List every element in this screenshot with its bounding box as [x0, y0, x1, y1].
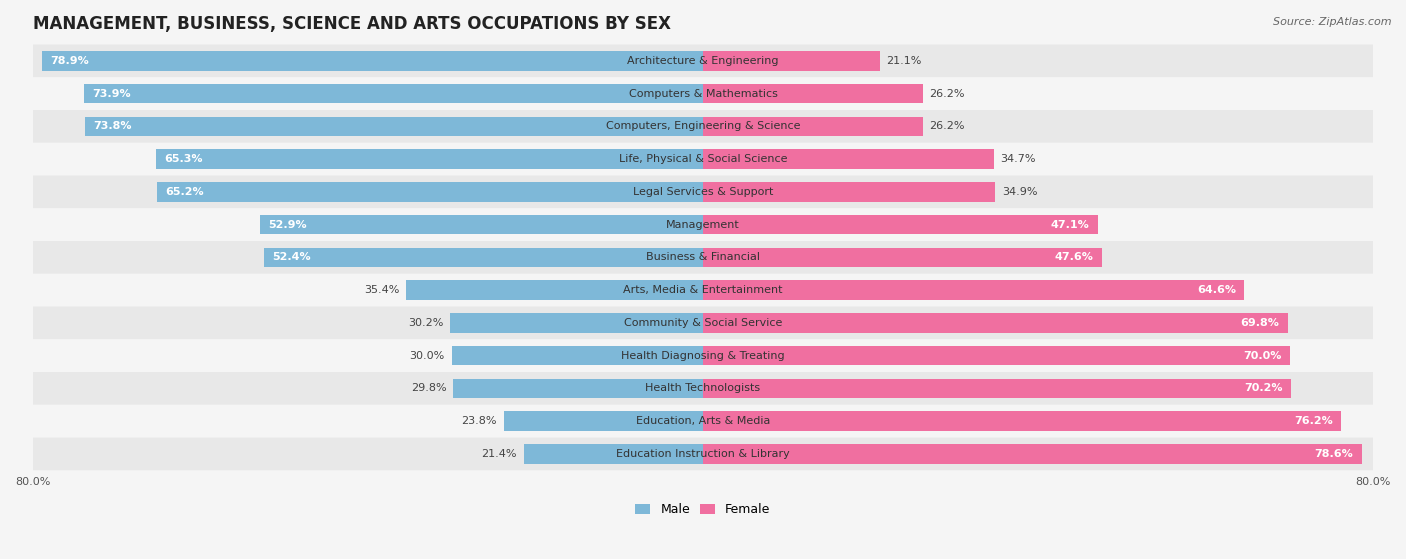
Text: 73.9%: 73.9%	[93, 89, 131, 98]
Text: Education Instruction & Library: Education Instruction & Library	[616, 449, 790, 459]
FancyBboxPatch shape	[32, 405, 1374, 438]
Text: 30.0%: 30.0%	[409, 350, 444, 361]
Text: MANAGEMENT, BUSINESS, SCIENCE AND ARTS OCCUPATIONS BY SEX: MANAGEMENT, BUSINESS, SCIENCE AND ARTS O…	[32, 15, 671, 33]
Text: 47.1%: 47.1%	[1050, 220, 1090, 230]
Bar	[156, 149, 703, 169]
Text: 78.9%: 78.9%	[51, 56, 89, 66]
FancyBboxPatch shape	[32, 143, 1374, 176]
Text: 35.4%: 35.4%	[364, 285, 399, 295]
Bar	[703, 117, 922, 136]
Bar	[84, 117, 703, 136]
Text: Health Technologists: Health Technologists	[645, 383, 761, 394]
Text: Arts, Media & Entertainment: Arts, Media & Entertainment	[623, 285, 783, 295]
Text: 21.1%: 21.1%	[887, 56, 922, 66]
Bar	[84, 84, 703, 103]
Text: 52.4%: 52.4%	[273, 253, 311, 262]
FancyBboxPatch shape	[32, 274, 1374, 306]
Text: 70.2%: 70.2%	[1244, 383, 1282, 394]
Text: Source: ZipAtlas.com: Source: ZipAtlas.com	[1274, 17, 1392, 27]
Text: 52.9%: 52.9%	[269, 220, 307, 230]
Bar	[453, 378, 703, 398]
Bar	[451, 346, 703, 366]
Text: Computers, Engineering & Science: Computers, Engineering & Science	[606, 121, 800, 131]
Text: 65.2%: 65.2%	[165, 187, 204, 197]
Bar	[156, 182, 703, 202]
Text: Management: Management	[666, 220, 740, 230]
Text: Architecture & Engineering: Architecture & Engineering	[627, 56, 779, 66]
Text: Community & Social Service: Community & Social Service	[624, 318, 782, 328]
Bar	[703, 444, 1361, 464]
Bar	[703, 51, 880, 71]
Text: 73.8%: 73.8%	[93, 121, 132, 131]
Text: Health Diagnosing & Treating: Health Diagnosing & Treating	[621, 350, 785, 361]
Bar	[264, 248, 703, 267]
Text: 69.8%: 69.8%	[1240, 318, 1279, 328]
Text: 34.9%: 34.9%	[1002, 187, 1038, 197]
Text: Legal Services & Support: Legal Services & Support	[633, 187, 773, 197]
Text: Life, Physical & Social Science: Life, Physical & Social Science	[619, 154, 787, 164]
FancyBboxPatch shape	[32, 176, 1374, 209]
Text: 23.8%: 23.8%	[461, 416, 496, 426]
Text: 64.6%: 64.6%	[1197, 285, 1236, 295]
Bar	[703, 378, 1291, 398]
Text: Education, Arts & Media: Education, Arts & Media	[636, 416, 770, 426]
Text: 78.6%: 78.6%	[1315, 449, 1353, 459]
Text: Computers & Mathematics: Computers & Mathematics	[628, 89, 778, 98]
Text: 47.6%: 47.6%	[1054, 253, 1094, 262]
Bar	[703, 182, 995, 202]
Text: 26.2%: 26.2%	[929, 121, 965, 131]
Text: 34.7%: 34.7%	[1001, 154, 1036, 164]
Legend: Male, Female: Male, Female	[630, 499, 776, 522]
Text: 26.2%: 26.2%	[929, 89, 965, 98]
Text: 30.2%: 30.2%	[408, 318, 443, 328]
Bar	[703, 149, 994, 169]
Text: 29.8%: 29.8%	[411, 383, 447, 394]
FancyBboxPatch shape	[32, 77, 1374, 110]
Bar	[703, 280, 1244, 300]
Text: 70.0%: 70.0%	[1243, 350, 1281, 361]
FancyBboxPatch shape	[32, 209, 1374, 241]
Text: Business & Financial: Business & Financial	[645, 253, 761, 262]
Text: 65.3%: 65.3%	[165, 154, 202, 164]
Bar	[406, 280, 703, 300]
FancyBboxPatch shape	[32, 306, 1374, 339]
Bar	[703, 411, 1341, 431]
FancyBboxPatch shape	[32, 241, 1374, 274]
FancyBboxPatch shape	[32, 372, 1374, 405]
Bar	[450, 313, 703, 333]
FancyBboxPatch shape	[32, 438, 1374, 470]
Bar	[703, 248, 1102, 267]
Bar	[523, 444, 703, 464]
Bar	[703, 346, 1289, 366]
FancyBboxPatch shape	[32, 45, 1374, 77]
Bar	[703, 215, 1098, 234]
Bar	[42, 51, 703, 71]
Text: 21.4%: 21.4%	[481, 449, 517, 459]
Bar	[703, 84, 922, 103]
Text: 76.2%: 76.2%	[1295, 416, 1333, 426]
Bar	[703, 313, 1288, 333]
Bar	[260, 215, 703, 234]
FancyBboxPatch shape	[32, 110, 1374, 143]
FancyBboxPatch shape	[32, 339, 1374, 372]
Bar	[503, 411, 703, 431]
